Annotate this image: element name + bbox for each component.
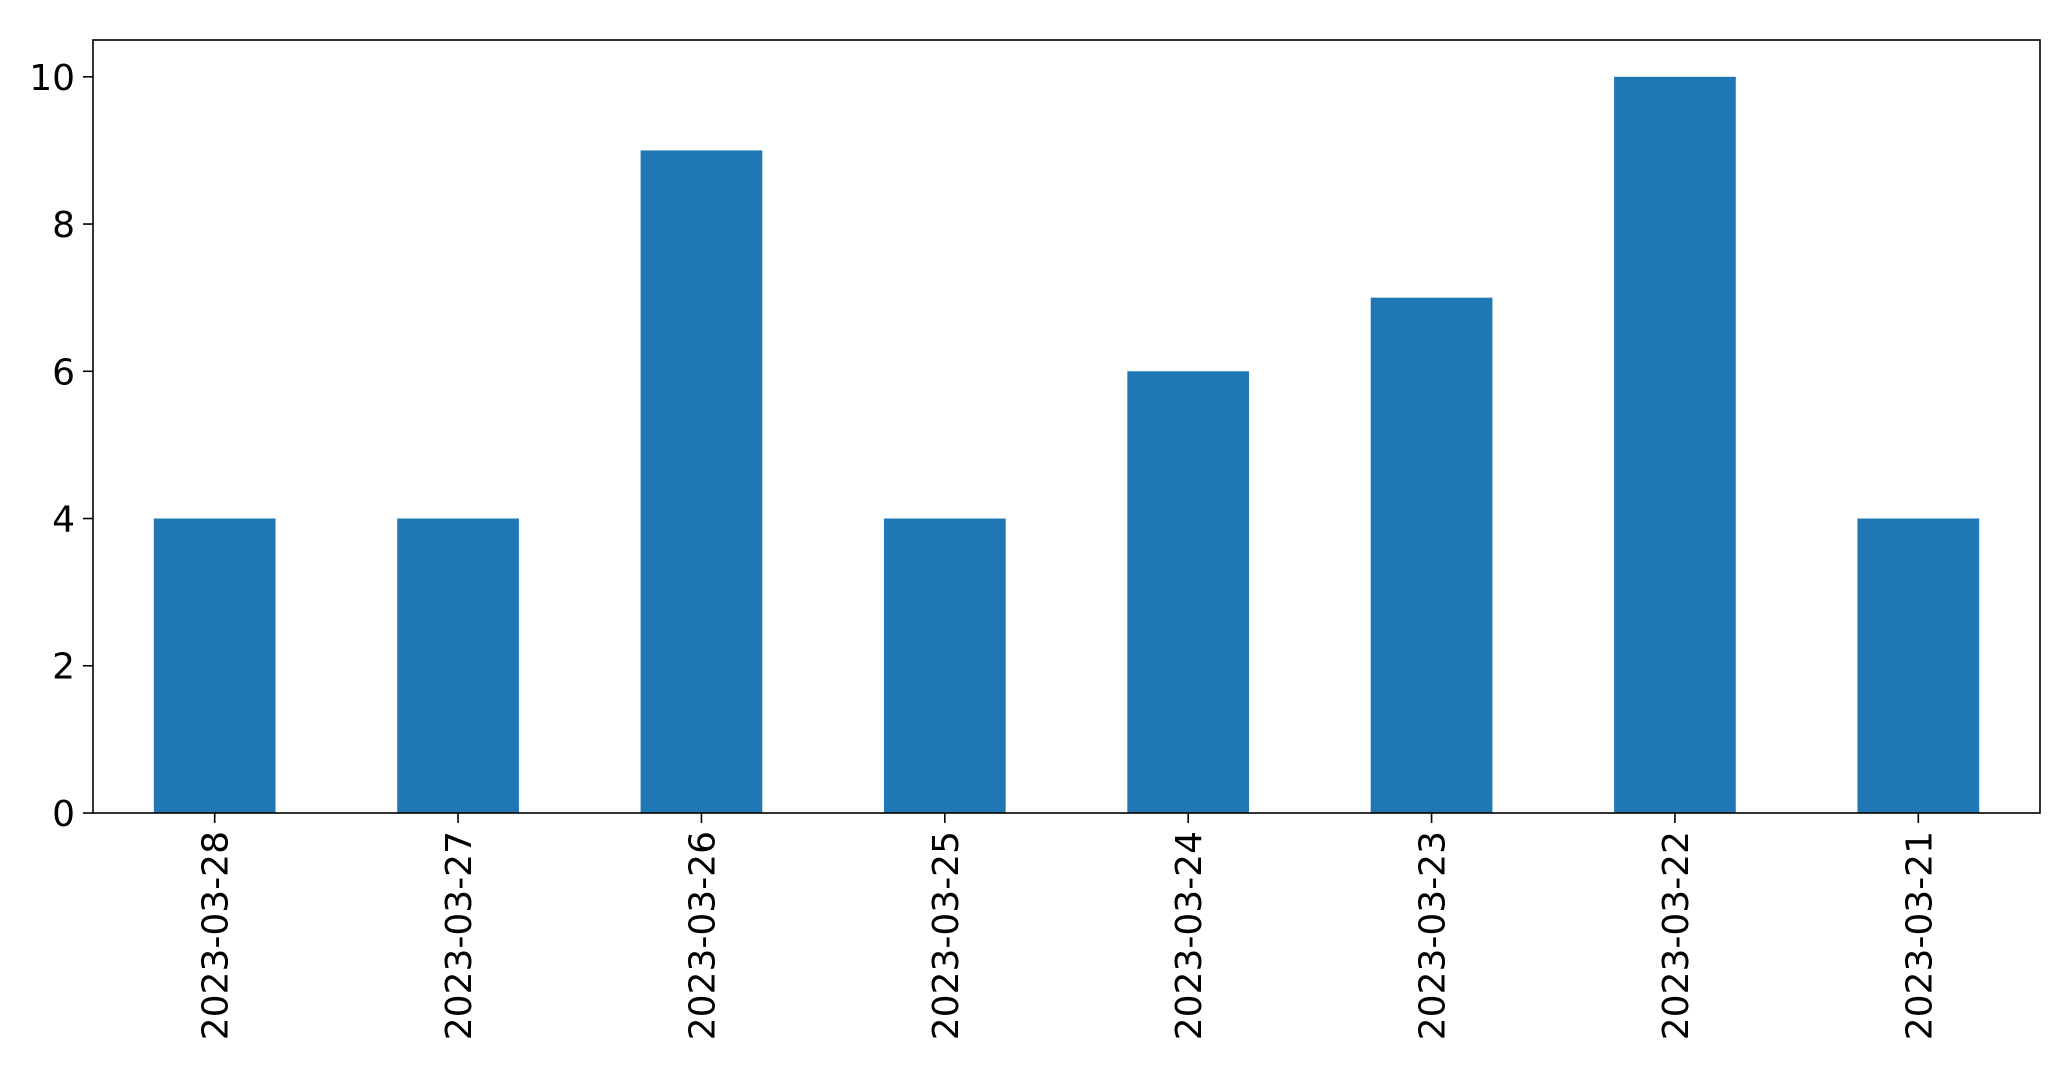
plot-area-frame bbox=[92, 39, 2041, 814]
y-tick-label: 10 bbox=[29, 58, 75, 99]
bar-2023-03-28 bbox=[153, 518, 276, 813]
bar-2023-03-23 bbox=[1370, 297, 1493, 813]
x-tick-label: 2023-03-28 bbox=[196, 831, 237, 1040]
y-axis: 0 2 4 6 8 10 bbox=[29, 58, 93, 835]
x-axis: 2023-03-28 2023-03-27 2023-03-26 2023-03-25… bbox=[196, 813, 1940, 1040]
bars-layer bbox=[153, 76, 1980, 813]
x-tick-label: 2023-03-27 bbox=[439, 831, 480, 1040]
x-tick-label: 2023-03-26 bbox=[682, 831, 723, 1040]
bar-2023-03-26 bbox=[640, 150, 763, 813]
x-tick-label: 2023-03-23 bbox=[1413, 831, 1454, 1040]
y-tick-label: 4 bbox=[52, 499, 75, 540]
y-tick-label: 6 bbox=[52, 352, 75, 393]
y-tick-label: 0 bbox=[52, 794, 75, 835]
x-tick-label: 2023-03-24 bbox=[1169, 831, 1210, 1040]
x-tick-label: 2023-03-25 bbox=[926, 831, 967, 1040]
x-tick-label: 2023-03-21 bbox=[1899, 831, 1940, 1040]
y-tick-label: 8 bbox=[52, 205, 75, 246]
bar-2023-03-25 bbox=[883, 518, 1006, 813]
bar-2023-03-24 bbox=[1127, 371, 1250, 813]
bar-2023-03-22 bbox=[1614, 76, 1736, 813]
bar-2023-03-27 bbox=[397, 518, 519, 813]
y-tick-label: 2 bbox=[52, 647, 75, 688]
bar-2023-03-21 bbox=[1857, 518, 1980, 813]
x-tick-label: 2023-03-22 bbox=[1656, 831, 1697, 1040]
